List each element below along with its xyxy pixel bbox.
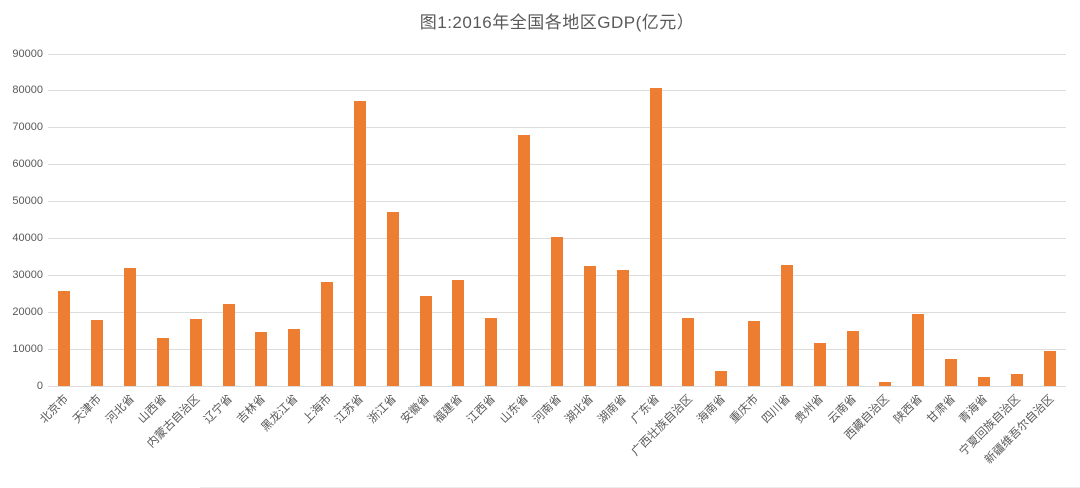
y-tick-label: 10000 — [12, 342, 43, 355]
bar — [583, 265, 596, 386]
bar — [419, 295, 432, 386]
x-axis-label: 河南省 — [530, 393, 564, 426]
bar — [649, 87, 662, 386]
bar — [616, 269, 629, 386]
bar — [813, 342, 826, 386]
y-tick-label: 80000 — [12, 84, 43, 97]
bar — [353, 100, 366, 386]
bar — [156, 337, 169, 386]
x-axis-label: 福建省 — [432, 393, 465, 426]
x-axis-label: 广西壮族自治区 — [629, 393, 695, 459]
y-tick-label: 30000 — [12, 268, 43, 281]
bar — [255, 331, 268, 386]
x-axis-label: 四川省 — [760, 393, 794, 426]
bar — [715, 371, 728, 386]
y-tick-label: 60000 — [12, 158, 43, 171]
bar — [288, 329, 301, 386]
bar — [977, 376, 990, 386]
bar — [452, 279, 465, 386]
bar — [682, 318, 695, 386]
bar — [879, 381, 892, 386]
x-axis-label: 北京市 — [38, 393, 71, 426]
gridline — [48, 201, 1066, 203]
gridline — [48, 127, 1066, 129]
x-axis-label: 贵州省 — [793, 393, 827, 426]
y-axis: 0 10000 20000 30000 40000 50000 60000 70000 8000… — [0, 48, 43, 392]
bar — [222, 303, 235, 386]
bar — [551, 236, 563, 386]
bar — [321, 282, 334, 386]
gridline — [48, 164, 1066, 166]
x-axis-label: 安徽省 — [399, 393, 433, 426]
bar — [1010, 374, 1023, 386]
x-axis: 北京市 天津市 河北省 山西省 内蒙古自治区 辽宁省 吉林省 黑龙江省 上海市 江苏省 浙江省 安徽省… — [38, 393, 1066, 488]
gridline — [48, 90, 1066, 92]
bar — [748, 320, 761, 386]
x-axis-label: 重庆市 — [727, 393, 761, 426]
x-axis-line — [48, 385, 1066, 387]
x-axis-label: 上海市 — [300, 393, 334, 426]
plot-area — [48, 53, 1066, 387]
bar — [518, 135, 531, 386]
x-axis-label: 海南省 — [694, 393, 728, 426]
x-axis-label: 甘肃省 — [924, 393, 958, 426]
bar — [124, 267, 137, 386]
y-tick-label: 0 — [36, 379, 43, 392]
y-tick-label: 90000 — [12, 47, 43, 60]
bar — [58, 291, 71, 386]
x-axis-label: 浙江省 — [366, 393, 400, 426]
x-axis-label: 辽宁省 — [202, 393, 236, 426]
x-axis-label: 江苏省 — [333, 393, 367, 426]
x-axis-label: 湖北省 — [563, 393, 597, 426]
x-axis-label: 天津市 — [70, 393, 104, 426]
bar — [189, 319, 202, 386]
x-axis-label: 山东省 — [497, 393, 531, 426]
x-axis-label: 江西省 — [464, 393, 498, 426]
x-axis-label: 河北省 — [103, 393, 137, 426]
bar — [386, 211, 399, 386]
y-tick-label: 50000 — [12, 195, 43, 208]
y-tick-label: 40000 — [12, 231, 43, 244]
bar — [485, 317, 498, 386]
x-axis-label: 陕西省 — [891, 393, 925, 426]
bar — [1043, 350, 1056, 386]
bar — [846, 331, 859, 386]
y-tick-label: 70000 — [12, 121, 43, 134]
bar — [91, 320, 104, 386]
bar — [780, 264, 793, 386]
bar — [912, 314, 925, 386]
chart-title: 图1:2016年全国各地区GDP(亿元） — [419, 13, 695, 32]
y-tick-label: 20000 — [12, 305, 43, 318]
gridline — [48, 53, 1066, 55]
x-axis-label: 湖南省 — [596, 393, 630, 426]
bar — [945, 359, 958, 386]
